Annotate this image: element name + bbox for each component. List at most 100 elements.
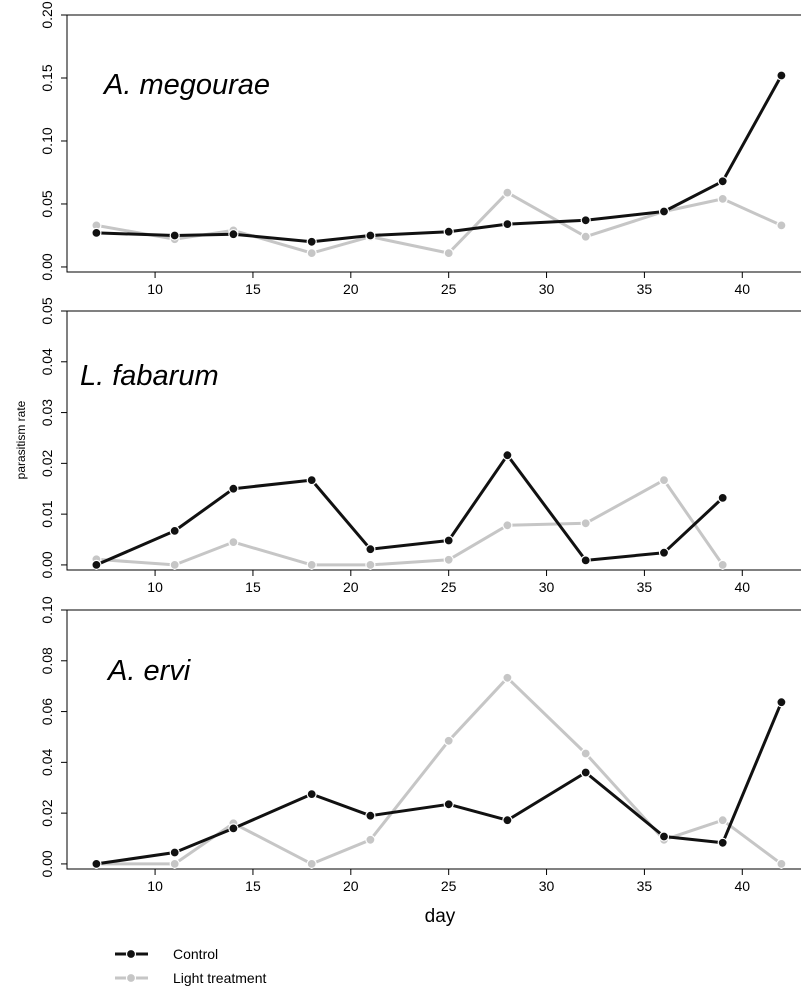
panel-2-control-point xyxy=(91,559,102,571)
panel-1-light-point xyxy=(580,231,591,242)
panel-3-light-point xyxy=(502,672,513,683)
panel-2-light-point xyxy=(658,475,670,486)
panel-3-light-point xyxy=(365,834,376,845)
panel-3-x-tick-label: 35 xyxy=(637,878,653,894)
legend-light-label: Light treatment xyxy=(173,970,266,986)
panel-3-x-tick-label: 25 xyxy=(441,878,457,894)
legend: Control Light treatment xyxy=(115,946,266,986)
panel-2-x-tick-label: 35 xyxy=(637,579,653,595)
panel-2-x-tick-label: 20 xyxy=(343,579,359,595)
panel-3-y-tick-label: 0.00 xyxy=(39,850,55,877)
panel-1: A. megourae xyxy=(66,14,801,273)
panel-3-light-point xyxy=(717,815,728,826)
panel-2-y-tick-label: 0.02 xyxy=(39,450,55,477)
panel-2-y-tick-label: 0.05 xyxy=(39,297,55,324)
panel-3-y-tick-label: 0.10 xyxy=(39,596,55,623)
panel-2-control-point xyxy=(443,535,454,546)
panel-2-light-point xyxy=(365,559,376,571)
panel-2-light-point xyxy=(580,518,591,529)
panel-2-control-point xyxy=(658,547,670,558)
panel-1-control-point xyxy=(658,206,670,217)
panel-3-y-tick-label: 0.06 xyxy=(39,698,55,725)
panel-1-x-tick-label: 10 xyxy=(147,281,163,297)
panel-1-control-point xyxy=(306,236,317,247)
panel-3-light-point xyxy=(580,748,591,759)
panel-2-marks: 10 15 20 25 30 35 40 0.00 0.01 0.02 0.03 0.04 0.05 xyxy=(39,297,750,595)
panel-1-control-point xyxy=(717,176,728,187)
legend-light-marker xyxy=(125,972,137,984)
panel-1-marks: 10 15 20 25 30 35 40 0.00 0.05 0.10 0.15 0.20 xyxy=(39,1,787,297)
panel-1-y-tick-label: 0.10 xyxy=(39,127,55,154)
panel-1-control-point xyxy=(580,215,591,226)
panel-3-light-point xyxy=(443,735,454,746)
panel-2-x-tick-label: 25 xyxy=(441,579,457,595)
panel-3-x-tick-label: 15 xyxy=(245,878,261,894)
panel-2-x-tick-label: 15 xyxy=(245,579,261,595)
y-axis-title: parasitism rate xyxy=(14,400,28,479)
panel-1-control-point xyxy=(169,230,180,241)
panel-3-y-tick-label: 0.08 xyxy=(39,647,55,674)
panel-3-light-point xyxy=(169,858,180,870)
panel-1-light-point xyxy=(502,187,513,198)
panel-2-control-line xyxy=(95,453,724,567)
panel-1-frame xyxy=(66,14,801,273)
panel-3-control-point xyxy=(776,697,787,708)
panel-1-control-point xyxy=(443,226,454,237)
panel-3-control-point xyxy=(306,788,317,800)
panel-1-control-point xyxy=(502,219,513,230)
panel-3-control-point xyxy=(658,831,670,842)
panel-3-control-point xyxy=(169,847,180,858)
panel-2-x-tick-label: 30 xyxy=(539,579,555,595)
panel-3-control-point xyxy=(717,837,728,848)
panel-2-x-tick-label: 40 xyxy=(734,579,750,595)
panel-2-control-point xyxy=(717,492,728,503)
panel-1-light-point xyxy=(306,248,317,259)
panel-1-x-tick-label: 40 xyxy=(734,281,750,297)
panel-1-x-tick-label: 35 xyxy=(637,281,653,297)
panel-3-control-point xyxy=(365,810,376,821)
panel-2-frame xyxy=(66,310,801,571)
panel-3-y-tick-label: 0.02 xyxy=(39,799,55,826)
panel-2-light-point xyxy=(306,559,317,571)
panel-1-x-tick-label: 30 xyxy=(539,281,555,297)
panel-3-x-tick-label: 30 xyxy=(539,878,555,894)
panel-1-control-point xyxy=(228,229,239,240)
panel-2-y-tick-label: 0.04 xyxy=(39,348,55,375)
panel-2-x-tick-label: 10 xyxy=(147,579,163,595)
panel-2: L. fabarum xyxy=(66,310,801,571)
panel-2-light-point xyxy=(443,554,454,565)
panel-3-control-point xyxy=(443,799,454,810)
panel-1-y-tick-label: 0.00 xyxy=(39,253,55,280)
panel-2-light-point xyxy=(228,536,239,548)
panel-2-control-point xyxy=(580,555,591,566)
panel-1-light-line xyxy=(96,191,783,255)
panel-3-marks: 10 15 20 25 30 35 40 0.00 0.02 0.04 0.06 0.08 0.10 xyxy=(39,596,787,894)
panel-1-light-point xyxy=(443,248,454,259)
panel-3-light-line xyxy=(96,676,783,866)
panel-2-light-point xyxy=(169,559,180,571)
panel-2-y-tick-label: 0.03 xyxy=(39,399,55,426)
panel-3-control-point xyxy=(502,815,513,826)
panel-1-light-point xyxy=(776,220,787,231)
panel-1-x-tick-label: 25 xyxy=(441,281,457,297)
chart-marks: 10 15 20 25 30 35 40 0.00 0.05 0.10 0.15 0.20 10 15 20… xyxy=(39,1,787,894)
panel-2-title: L. fabarum xyxy=(80,360,219,392)
panel-2-control-point xyxy=(306,475,317,486)
panel-1-y-tick-label: 0.05 xyxy=(39,190,55,217)
panel-3: A. ervi xyxy=(66,609,801,870)
legend-control-marker xyxy=(125,948,137,960)
panel-1-control-point xyxy=(91,227,102,238)
panel-3-frame xyxy=(66,609,801,870)
panel-2-control-point xyxy=(365,544,376,555)
panel-2-control-point xyxy=(502,450,513,461)
panel-2-control-point xyxy=(228,483,239,494)
panel-3-title: A. ervi xyxy=(106,655,192,687)
panel-1-y-tick-label: 0.15 xyxy=(39,64,55,91)
legend-control-label: Control xyxy=(173,946,218,962)
panel-2-y-tick-label: 0.01 xyxy=(39,500,55,527)
panel-1-light-point xyxy=(717,193,728,204)
panel-1-control-point xyxy=(776,70,787,81)
panel-1-x-tick-label: 20 xyxy=(343,281,359,297)
panel-3-x-tick-label: 20 xyxy=(343,878,359,894)
